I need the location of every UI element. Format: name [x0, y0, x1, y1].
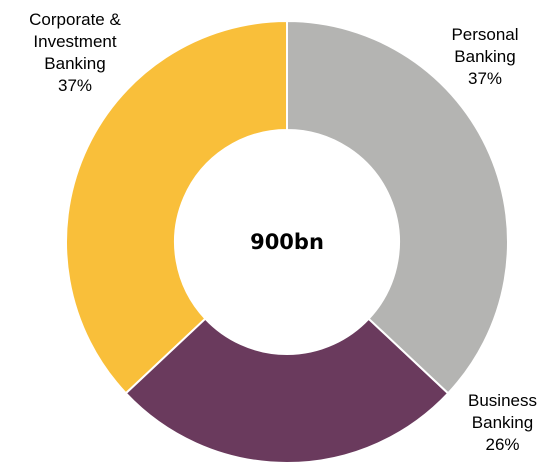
slice-label: Personal Banking 37% [435, 24, 535, 90]
value-label: 26% [485, 435, 520, 454]
slice-label: Corporate & Investment Banking 37% [5, 9, 145, 97]
category-name: Personal Banking [451, 25, 519, 66]
slice-label: Business Banking 26% [450, 390, 555, 456]
value-label: 37% [57, 76, 93, 95]
slice [124, 317, 450, 464]
center-label: 900bn [250, 230, 324, 254]
slice [286, 19, 509, 395]
category-name: Corporate & Investment Banking [29, 10, 121, 73]
value-label: 37% [467, 69, 503, 88]
category-name: Business Banking [468, 391, 537, 432]
slice [65, 19, 288, 395]
